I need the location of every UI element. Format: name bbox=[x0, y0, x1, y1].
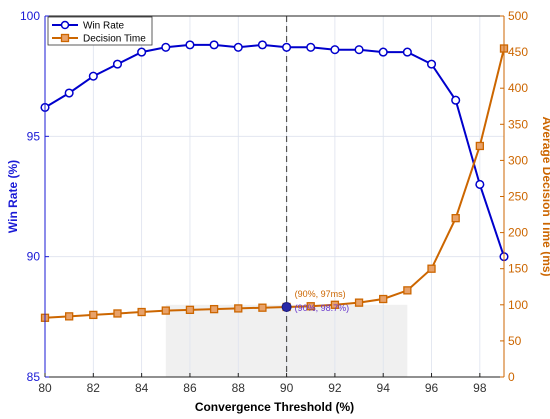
win-rate-point bbox=[426, 59, 437, 69]
decision-time-point bbox=[427, 264, 436, 273]
threshold-marker bbox=[281, 301, 292, 312]
annotation-decision-time: (90%, 97ms) bbox=[295, 289, 346, 299]
decision-time-point bbox=[475, 141, 484, 151]
win-rate-point bbox=[209, 40, 219, 50]
y-tick-label-right: 300 bbox=[508, 153, 528, 167]
win-rate-point bbox=[378, 47, 388, 57]
win-rate-point bbox=[451, 95, 461, 105]
legend-marker bbox=[60, 33, 70, 43]
x-tick-label: 88 bbox=[232, 381, 246, 395]
win-rate-point bbox=[185, 40, 195, 50]
legend-symbol-win-rate bbox=[52, 20, 78, 30]
win-rate-point bbox=[354, 45, 364, 55]
x-tick-label: 86 bbox=[183, 381, 197, 395]
win-rate-point bbox=[475, 179, 485, 190]
win-rate-point bbox=[88, 71, 98, 81]
decision-time-point bbox=[379, 294, 388, 304]
decision-time-point bbox=[258, 303, 267, 312]
x-tick-label: 94 bbox=[377, 381, 391, 395]
win-rate-point bbox=[137, 47, 147, 57]
decision-time-point bbox=[89, 310, 98, 320]
legend-label-decision-time: Decision Time bbox=[83, 34, 146, 45]
win-rate-point bbox=[330, 45, 340, 55]
x-tick-label: 92 bbox=[328, 381, 342, 395]
x-tick-label: 84 bbox=[135, 381, 149, 395]
y-tick-label-left: 95 bbox=[27, 129, 41, 143]
decision-time-point bbox=[161, 306, 170, 315]
win-rate-point bbox=[64, 88, 74, 98]
x-axis-label: Convergence Threshold (%) bbox=[195, 400, 354, 414]
win-rate-point bbox=[257, 40, 267, 50]
legend-label-win-rate: Win Rate bbox=[83, 21, 125, 32]
decision-time-point bbox=[137, 307, 146, 317]
x-tick-label: 90 bbox=[280, 381, 294, 395]
x-tick-label: 80 bbox=[38, 381, 52, 395]
x-tick-label: 82 bbox=[87, 381, 101, 395]
y-tick-label-left: 85 bbox=[27, 370, 41, 384]
win-rate-point bbox=[306, 42, 316, 52]
y-tick-label-right: 0 bbox=[508, 370, 515, 384]
decision-time-point bbox=[234, 304, 243, 313]
decision-time-point bbox=[113, 309, 122, 318]
win-rate-point bbox=[282, 42, 292, 52]
x-tick-label: 96 bbox=[425, 381, 439, 395]
decision-time-point bbox=[185, 305, 195, 315]
legend: Win Rate Decision Time bbox=[47, 16, 153, 46]
y-tick-label-right: 350 bbox=[508, 117, 528, 131]
decision-time-point bbox=[306, 302, 315, 311]
y-tick-label-right: 100 bbox=[508, 298, 528, 312]
y-axis-label-left: Win Rate (%) bbox=[6, 160, 20, 233]
win-rate-point bbox=[161, 42, 171, 52]
y-tick-label-right: 200 bbox=[508, 226, 528, 240]
decision-time-point bbox=[65, 312, 74, 321]
y-tick-label-right: 500 bbox=[508, 9, 528, 23]
y-tick-label-right: 50 bbox=[508, 334, 522, 348]
legend-marker bbox=[60, 20, 70, 30]
x-tick-label: 98 bbox=[473, 381, 487, 395]
annotations: (90%, 97ms) (90%, 98.7%) bbox=[295, 289, 350, 313]
annotation-win-rate: (90%, 98.7%) bbox=[295, 303, 350, 313]
decision-time-point bbox=[330, 300, 340, 309]
win-rate-point bbox=[402, 47, 412, 57]
decision-time-point bbox=[354, 298, 364, 307]
win-rate-point bbox=[112, 59, 123, 69]
y-tick-label-right: 250 bbox=[508, 190, 528, 204]
y-tick-label-left: 100 bbox=[20, 9, 40, 23]
y-tick-label-right: 150 bbox=[508, 262, 528, 276]
y-tick-label-right: 400 bbox=[508, 81, 528, 95]
y-axis-label-right: Average Decision Time (ms) bbox=[540, 116, 550, 276]
y-tick-label-left: 90 bbox=[27, 250, 41, 264]
y-tick-label-right: 450 bbox=[508, 45, 528, 59]
decision-time-point bbox=[209, 304, 219, 314]
legend-symbol-decision-time bbox=[52, 33, 78, 43]
win-rate-point bbox=[233, 42, 243, 52]
ticks: 80 82 84 86 88 90 92 94 96 98 85 90 95 100 0 50 100 150 20… bbox=[20, 9, 528, 395]
decision-time-point bbox=[403, 286, 412, 295]
decision-time-point bbox=[451, 214, 460, 223]
